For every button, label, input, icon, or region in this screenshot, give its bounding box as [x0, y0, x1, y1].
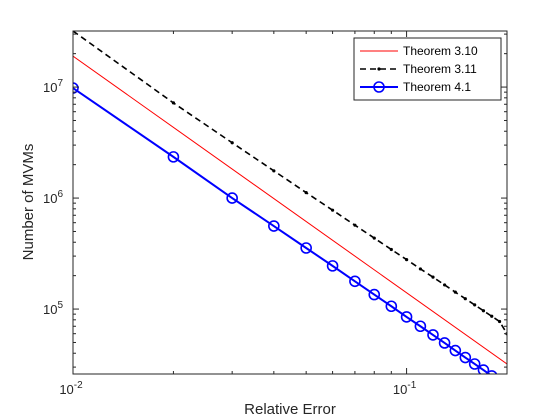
- data-point-theorem-4-1: [486, 370, 498, 374]
- x-tick-label: 10-2: [59, 380, 83, 397]
- legend-label-theorem-3-11: Theorem 3.11: [403, 62, 477, 76]
- data-point-theorem-4-1: [368, 288, 381, 301]
- data-point-theorem-4-1: [477, 364, 490, 374]
- data-point-theorem-3-11: [389, 247, 393, 252]
- data-point-theorem-4-1: [502, 382, 512, 392]
- data-point-theorem-4-1: [449, 344, 462, 357]
- data-point-theorem-4-1: [400, 311, 413, 323]
- data-point-theorem-3-11: [353, 223, 357, 227]
- data-point-theorem-3-11: [330, 208, 335, 212]
- data-point-theorem-3-11: [497, 319, 502, 324]
- data-point-theorem-3-11: [404, 258, 409, 262]
- data-point-theorem-3-11: [418, 267, 422, 271]
- series-line-theorem-3-11: [73, 31, 507, 335]
- ticks-layer: 10-2 10-1 105 106 107: [43, 31, 507, 397]
- data-point-theorem-4-1: [459, 351, 472, 364]
- data-point-theorem-4-1: [349, 275, 361, 288]
- data-point-theorem-4-1: [438, 337, 451, 349]
- x-tick-label: 10-1: [393, 380, 417, 397]
- series-line-theorem-3-10: [73, 55, 507, 365]
- data-point-theorem-4-1: [326, 260, 339, 272]
- data-point-theorem-4-1: [226, 192, 238, 204]
- data-point-theorem-3-11: [490, 314, 494, 318]
- data-point-theorem-3-11: [481, 309, 486, 313]
- data-point-theorem-3-11: [463, 297, 467, 301]
- data-point-theorem-4-1: [427, 329, 439, 341]
- legend-marker-theorem-3-11: [377, 67, 381, 71]
- legend-marker-theorem-4-1: [373, 81, 385, 93]
- data-point-theorem-3-11: [230, 141, 234, 145]
- y-axis-title: Number of MVMs: [20, 144, 37, 261]
- y-tick-label: 107: [43, 78, 63, 95]
- data-point-theorem-4-1: [385, 300, 398, 313]
- y-tick-label: 105: [43, 300, 63, 317]
- series-layer: [73, 31, 512, 392]
- axes-box: [72, 30, 508, 375]
- data-point-theorem-3-11: [272, 169, 276, 173]
- data-point-theorem-3-11: [431, 275, 435, 279]
- data-point-theorem-4-1: [300, 242, 312, 254]
- legend-label-theorem-3-10: Theorem 3.10: [403, 44, 478, 58]
- data-point-theorem-3-11: [442, 283, 447, 287]
- data-point-theorem-3-11: [304, 191, 308, 195]
- x-axis-title: Relative Error: [244, 401, 336, 418]
- data-point-theorem-3-11: [372, 236, 376, 240]
- legend: Theorem 3.10 Theorem 3.11 Theorem 4.1: [353, 37, 502, 101]
- data-point-theorem-3-11: [453, 290, 457, 294]
- data-point-theorem-4-1: [414, 320, 427, 333]
- data-point-theorem-4-1: [167, 151, 180, 163]
- data-point-theorem-4-1: [495, 376, 505, 386]
- data-point-theorem-3-11: [473, 303, 477, 307]
- data-point-theorem-4-1: [268, 220, 280, 232]
- data-point-theorem-3-11: [171, 101, 176, 105]
- legend-label-theorem-4-1: Theorem 4.1: [403, 80, 471, 94]
- axes-layer: [72, 30, 508, 375]
- data-point-theorem-4-1: [73, 82, 79, 94]
- data-point-theorem-4-1: [468, 358, 481, 370]
- series-line-theorem-4-1: [73, 87, 491, 374]
- y-tick-label: 106: [43, 189, 63, 206]
